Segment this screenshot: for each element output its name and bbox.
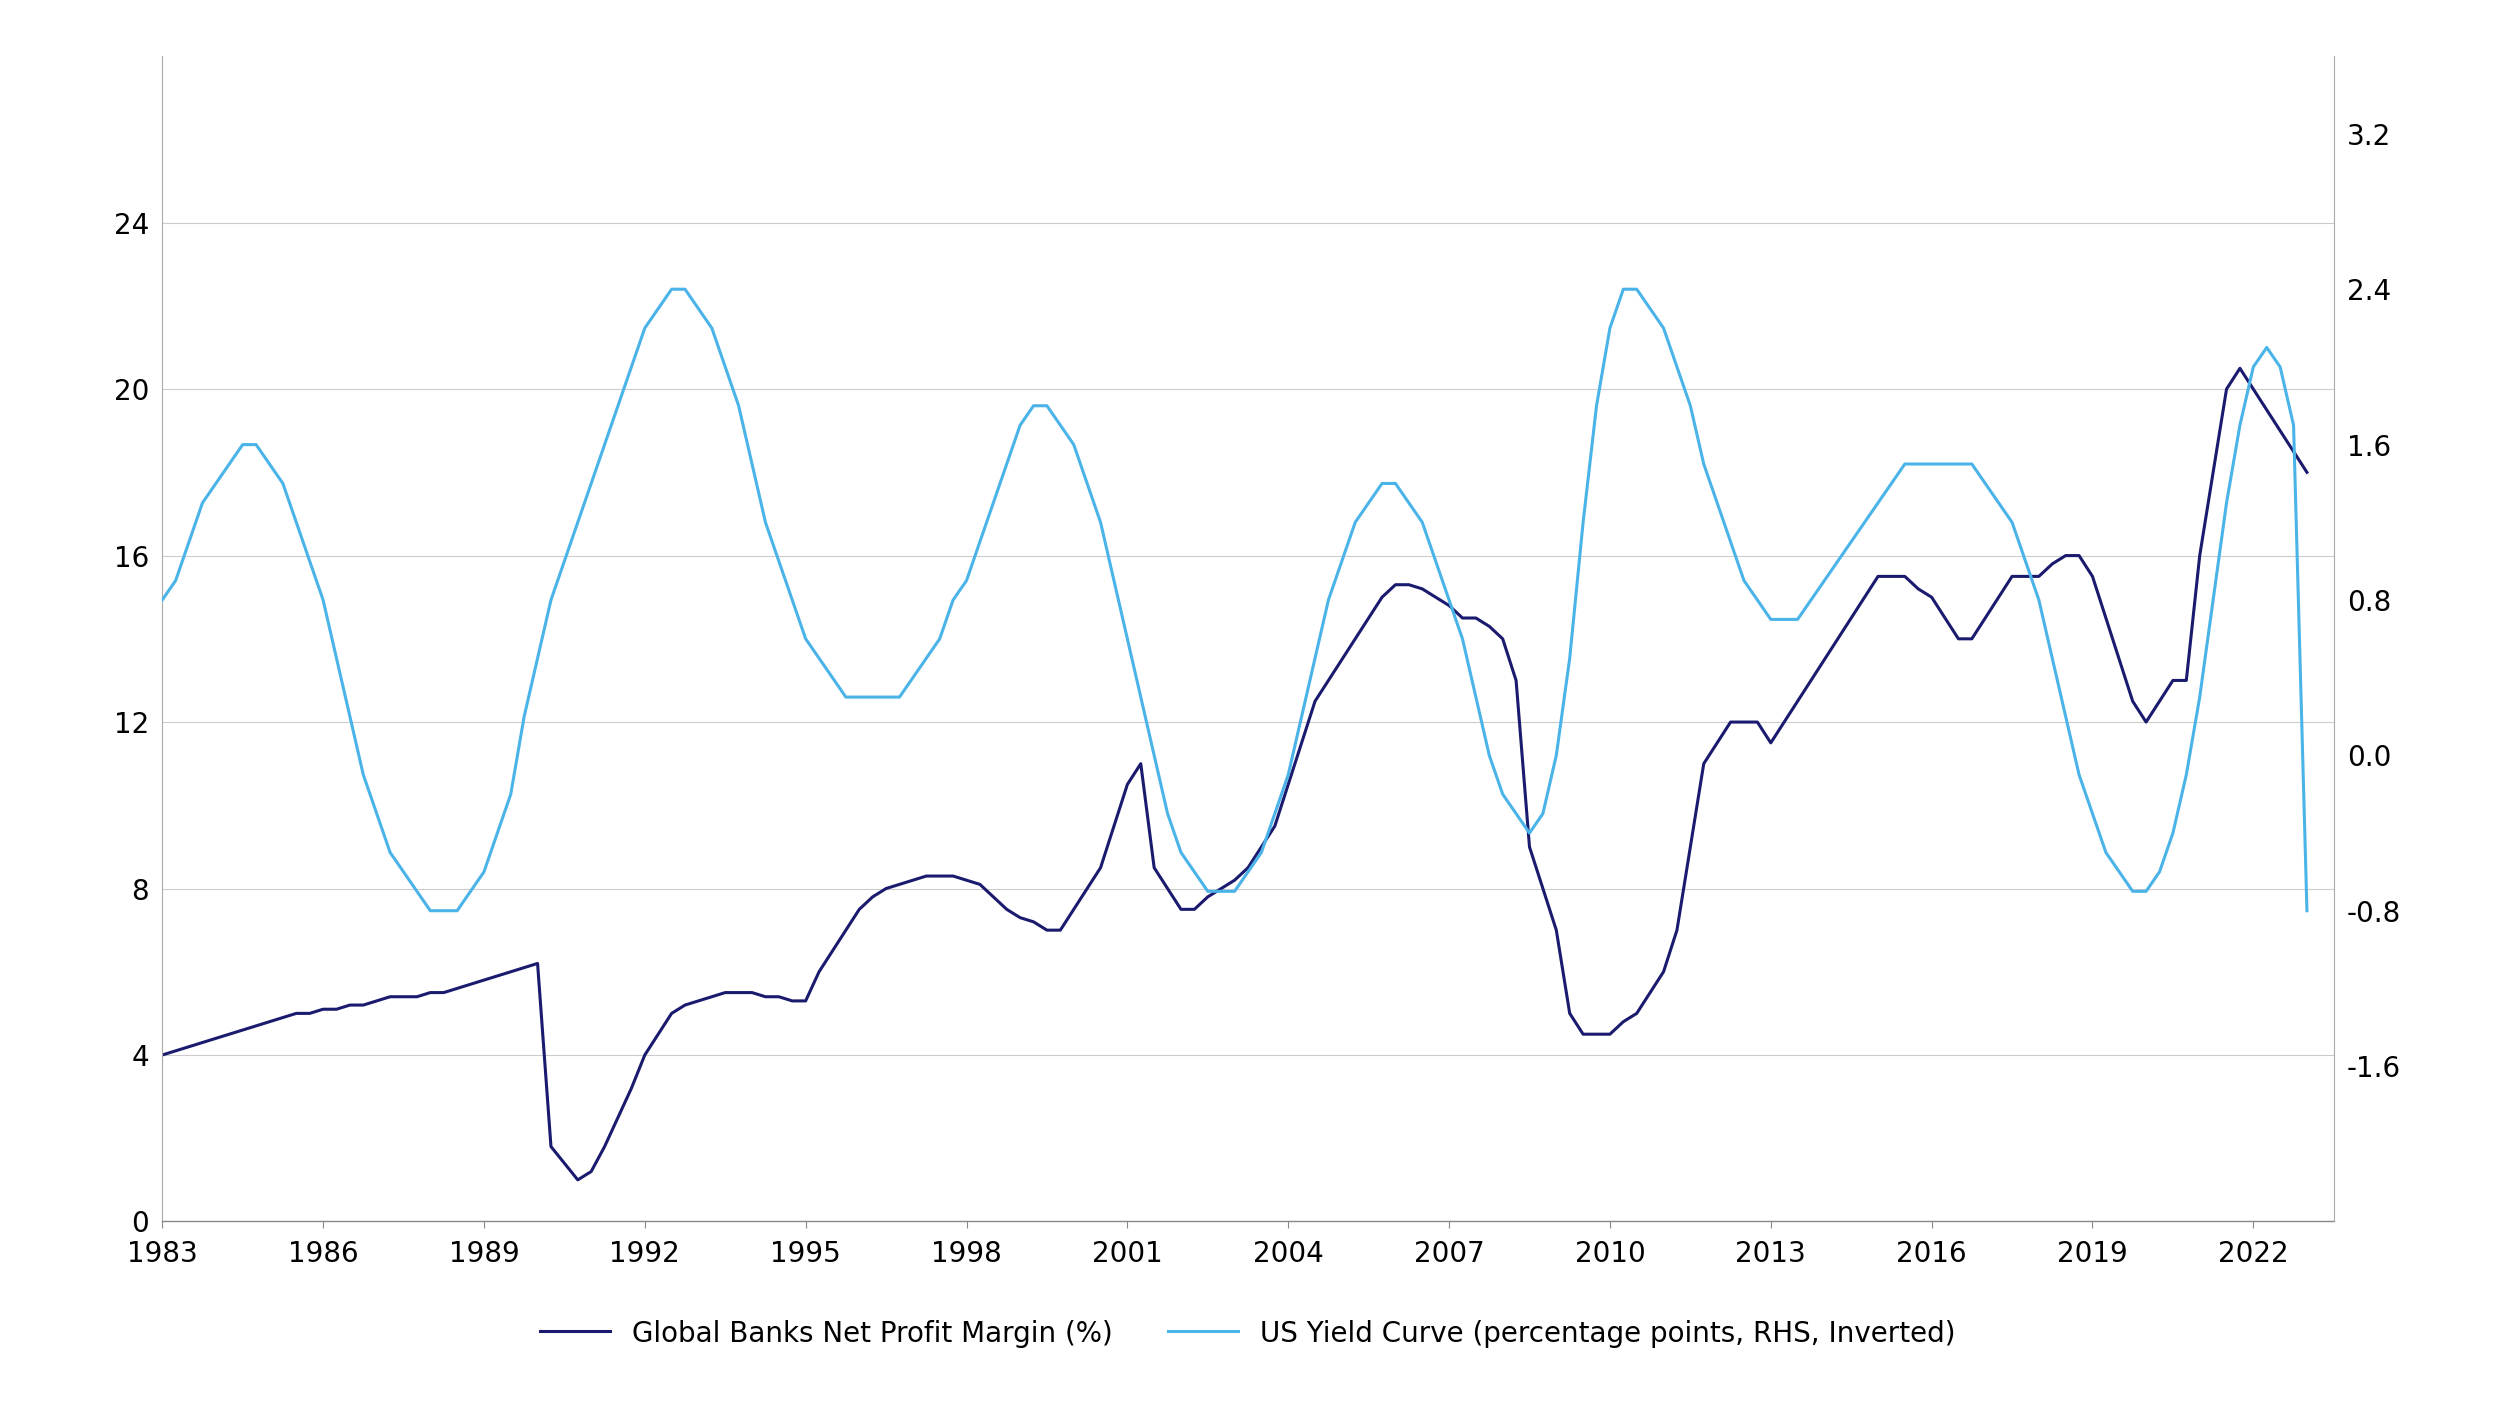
Global Banks Net Profit Margin (%) xyxy=(2199,463,2229,480)
US Yield Curve (percentage points, RHS, Inverted) xyxy=(2291,903,2321,920)
Global Banks Net Profit Margin (%) xyxy=(2052,548,2082,564)
US Yield Curve (percentage points, RHS, Inverted) xyxy=(147,591,177,608)
Global Banks Net Profit Margin (%) xyxy=(751,988,781,1005)
Line: Global Banks Net Profit Margin (%): Global Banks Net Profit Margin (%) xyxy=(162,368,2306,1179)
Line: US Yield Curve (percentage points, RHS, Inverted): US Yield Curve (percentage points, RHS, … xyxy=(162,289,2306,911)
US Yield Curve (percentage points, RHS, Inverted) xyxy=(884,689,914,706)
Legend: Global Banks Net Profit Margin (%), US Yield Curve (percentage points, RHS, Inve: Global Banks Net Profit Margin (%), US Y… xyxy=(529,1309,1967,1359)
Global Banks Net Profit Margin (%) xyxy=(562,1171,592,1188)
US Yield Curve (percentage points, RHS, Inverted) xyxy=(764,553,794,570)
Global Banks Net Profit Margin (%) xyxy=(871,880,901,897)
US Yield Curve (percentage points, RHS, Inverted) xyxy=(2211,494,2241,511)
US Yield Curve (percentage points, RHS, Inverted) xyxy=(966,534,996,550)
US Yield Curve (percentage points, RHS, Inverted) xyxy=(2064,767,2094,783)
US Yield Curve (percentage points, RHS, Inverted) xyxy=(1957,456,1987,473)
US Yield Curve (percentage points, RHS, Inverted) xyxy=(656,281,686,298)
Global Banks Net Profit Margin (%) xyxy=(2224,359,2254,376)
Global Banks Net Profit Margin (%) xyxy=(147,1046,177,1063)
US Yield Curve (percentage points, RHS, Inverted) xyxy=(414,903,444,920)
Global Banks Net Profit Margin (%) xyxy=(1944,630,1974,647)
Global Banks Net Profit Margin (%) xyxy=(2291,463,2321,480)
Global Banks Net Profit Margin (%) xyxy=(951,872,981,889)
